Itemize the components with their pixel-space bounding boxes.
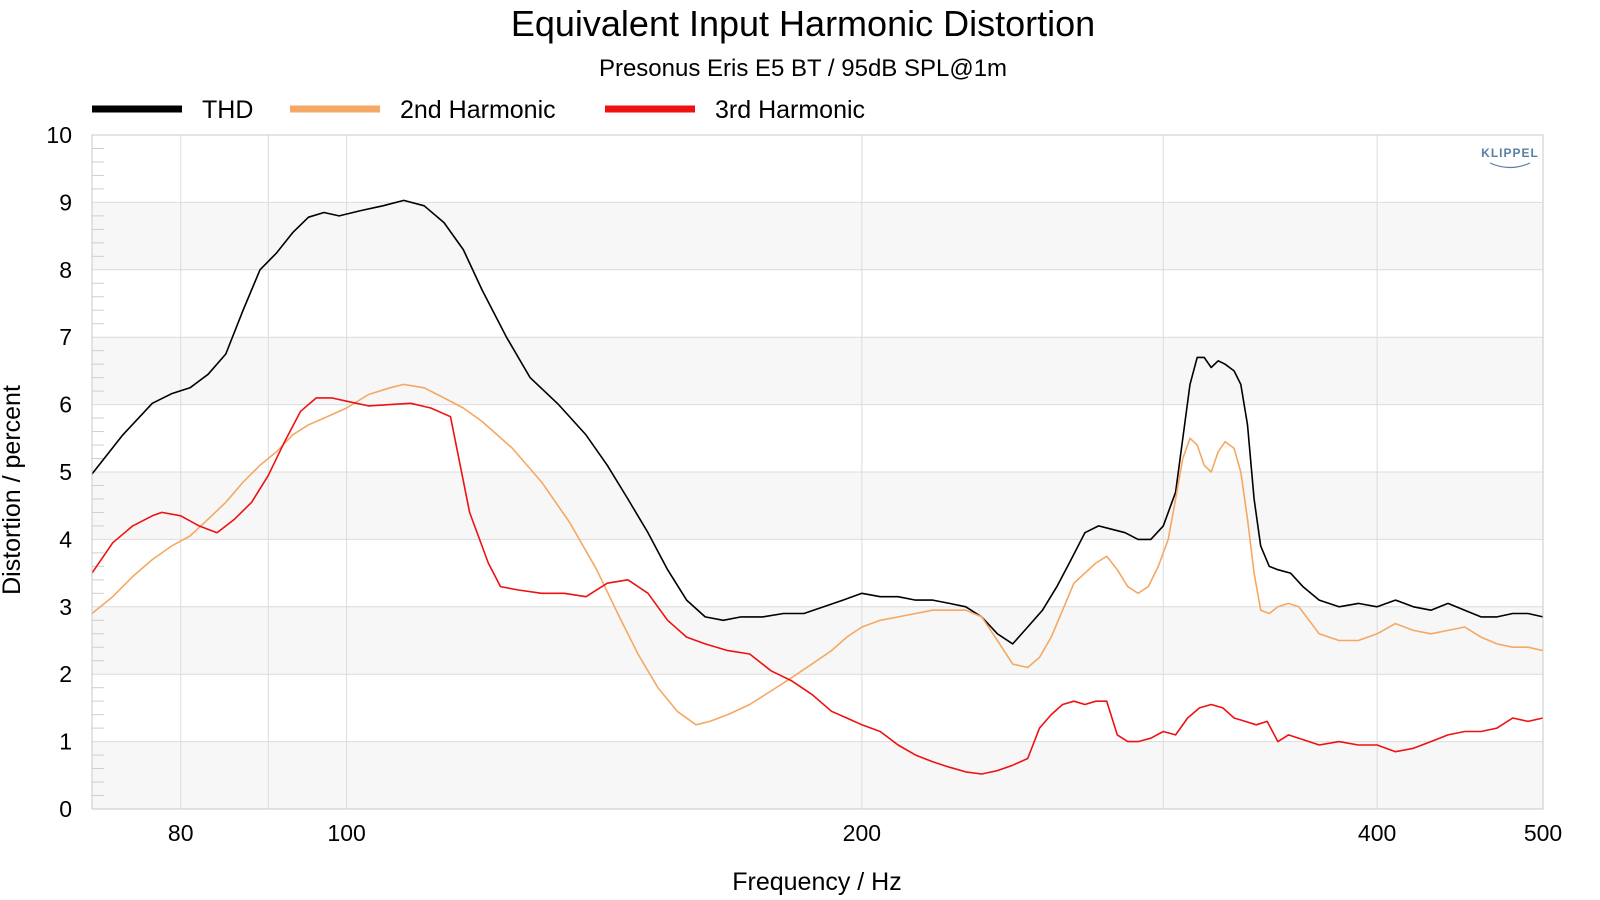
y-tick-label: 3 (59, 594, 72, 620)
x-axis-label: Frequency / Hz (732, 868, 902, 896)
klippel-logo-swoosh (1489, 162, 1531, 169)
y-tick-label: 9 (59, 189, 72, 215)
legend-label: 3rd Harmonic (715, 96, 865, 124)
y-tick-label: 8 (59, 257, 72, 283)
y-tick-label: 6 (59, 392, 72, 418)
grid-band (92, 337, 1543, 405)
grid-band (92, 202, 1543, 270)
y-tick-label: 1 (59, 729, 72, 755)
x-tick-label: 80 (168, 820, 194, 846)
x-tick-label: 500 (1524, 820, 1562, 846)
x-tick-label: 100 (327, 820, 365, 846)
y-tick-label: 10 (46, 122, 72, 148)
tick-labels: 0 1 2 3 4 5 6 7 8 9 10 80 100 200 400 500 (46, 122, 1562, 846)
x-tick-label: 200 (843, 820, 881, 846)
series-line-3rd-harmonic (91, 397, 1544, 775)
chart-subtitle: Presonus Eris E5 BT / 95dB SPL@1m (599, 55, 1007, 82)
series-line-2nd-harmonic (91, 383, 1544, 726)
y-tick-label: 4 (59, 526, 72, 552)
y-tick-label: 5 (59, 459, 72, 485)
x-tick-label: 400 (1358, 820, 1396, 846)
legend-label: THD (202, 96, 253, 124)
legend-label: 2nd Harmonic (400, 96, 556, 124)
grid-band (92, 741, 1543, 809)
series-line-thd (91, 199, 1544, 645)
plot-frame (91, 134, 1544, 810)
klippel-logo: KLIPPEL (1481, 146, 1539, 160)
chart-title: Equivalent Input Harmonic Distortion (511, 3, 1095, 44)
grid-band (92, 472, 1543, 540)
grid-band (92, 606, 1543, 675)
y-axis-label: Distortion / percent (0, 385, 26, 595)
series-layer (91, 199, 1544, 775)
y-tick-label: 0 (59, 796, 72, 822)
y-tick-label: 2 (59, 661, 72, 687)
legend: THD 2nd Harmonic 3rd Harmonic (92, 96, 865, 124)
axes (91, 134, 1544, 810)
y-tick-label: 7 (59, 324, 72, 350)
